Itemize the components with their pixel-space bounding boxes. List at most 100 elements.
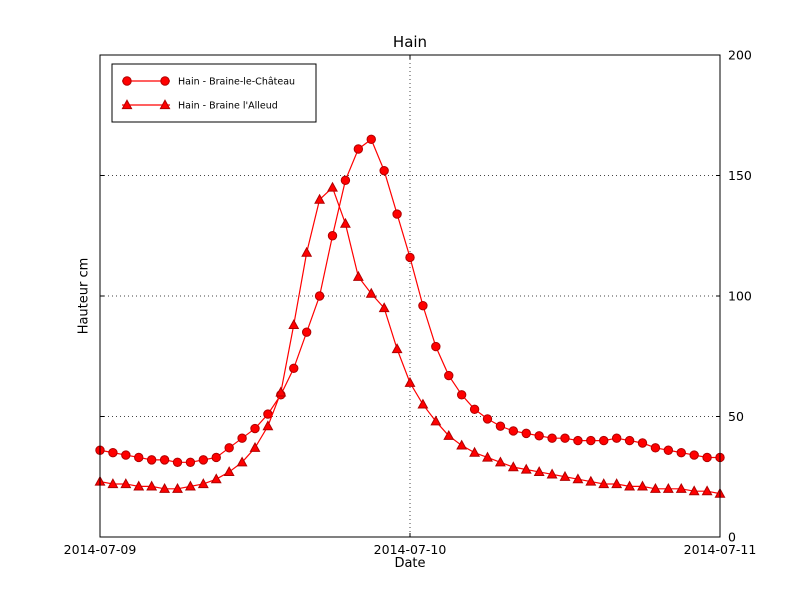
data-point-marker-circle [379,165,389,176]
data-point-marker-triangle [546,468,558,479]
data-point-marker-circle [663,445,674,455]
data-point-marker-triangle [352,270,364,281]
data-point-marker-triangle [249,441,261,452]
y-tick-label: 100 [728,289,752,304]
y-tick-label: 150 [728,168,752,183]
data-point-marker-circle [224,443,234,453]
data-point-marker-circle [211,452,221,463]
data-point-marker-circle [250,423,260,434]
data-point-marker-circle [366,134,376,145]
data-point-marker-triangle [533,466,545,477]
data-point-marker-circle [702,452,712,463]
data-point-marker-triangle [482,451,493,462]
data-point-marker-triangle [585,475,597,486]
data-point-marker-triangle [637,480,648,491]
data-point-marker-triangle [327,181,338,192]
data-point-marker-circle [160,76,170,86]
legend-label: Hain - Braine l'Alleud [178,101,278,112]
data-point-marker-triangle [688,485,700,496]
data-point-marker-triangle [675,482,687,493]
data-point-marker-circle [327,231,338,241]
legend-box [111,63,317,123]
data-point-marker-circle [637,438,648,448]
data-point-marker-circle [185,457,196,467]
data-point-marker-circle [418,300,428,311]
data-point-marker-triangle [275,386,287,397]
data-point-marker-triangle [107,478,119,489]
x-tick-label: 2014-07-09 [64,542,137,557]
data-point-marker-circle [560,433,570,443]
data-point-marker-circle [146,455,157,465]
data-point-marker-triangle [301,246,313,257]
data-point-marker-triangle [365,287,377,298]
data-point-marker-triangle [172,482,183,493]
data-point-marker-triangle [378,302,390,313]
data-point-marker-triangle [146,480,158,491]
data-point-marker-triangle [507,461,519,472]
data-point-marker-circle [237,433,247,443]
data-point-marker-circle [650,443,661,453]
data-point-marker-circle [289,363,299,373]
data-point-marker-triangle [443,429,455,440]
data-point-marker-triangle [288,319,300,330]
data-point-marker-triangle [314,193,326,204]
data-point-marker-circle [134,452,144,463]
data-point-marker-circle [314,291,325,301]
y-tick-label: 50 [728,409,744,424]
data-point-marker-triangle [404,376,416,387]
data-point-marker-triangle [611,478,623,489]
data-point-marker-triangle [339,217,351,228]
data-point-marker-triangle [262,420,274,431]
data-point-marker-triangle [430,415,442,426]
data-point-marker-circle [159,455,170,465]
data-point-marker-circle [122,76,132,86]
y-tick-label: 200 [728,48,752,63]
data-point-marker-triangle [572,473,584,484]
data-point-marker-triangle [649,482,661,493]
data-point-marker-triangle [121,99,133,110]
data-point-marker-triangle [456,439,468,450]
data-point-marker-triangle [417,398,429,409]
data-point-marker-circle [431,341,441,352]
data-point-marker-triangle [159,482,171,493]
data-point-marker-circle [456,390,467,400]
x-axis-label: Date [394,556,426,571]
data-point-marker-circle [495,421,506,431]
data-point-marker-triangle [184,480,196,491]
data-point-marker-triangle [133,480,145,491]
data-point-marker-triangle [662,482,674,493]
data-point-marker-circle [573,435,583,446]
data-point-marker-circle [121,450,131,460]
data-point-marker-triangle [391,343,403,354]
data-point-marker-circle [301,327,312,337]
data-point-marker-triangle [624,480,636,491]
data-point-marker-circle [353,144,364,154]
data-point-marker-triangle [223,466,235,477]
chart-title: Hain [392,33,428,51]
data-point-marker-circle [108,447,118,458]
data-point-marker-circle [340,175,351,186]
y-axis-label: Hauteur cm [76,257,92,335]
data-point-marker-triangle [120,478,132,489]
legend-label: Hain - Braine-le-Château [178,77,295,88]
x-tick-label: 2014-07-11 [684,542,757,557]
data-point-marker-triangle [469,446,481,457]
data-point-marker-triangle [598,478,610,489]
data-point-marker-triangle [701,485,713,496]
data-point-marker-circle [521,428,531,439]
data-point-marker-circle [469,404,480,414]
data-point-marker-circle [624,435,635,446]
data-point-marker-circle [676,447,686,458]
data-point-marker-triangle [159,99,171,110]
data-point-marker-circle [172,457,183,467]
data-point-marker-triangle [494,456,506,467]
data-point-marker-triangle [210,473,222,484]
data-point-marker-circle [586,435,596,446]
data-point-marker-circle [547,433,557,443]
data-point-marker-circle [534,431,544,441]
data-point-marker-circle [198,455,209,465]
data-point-marker-triangle [520,463,532,474]
data-point-marker-circle [508,426,519,436]
